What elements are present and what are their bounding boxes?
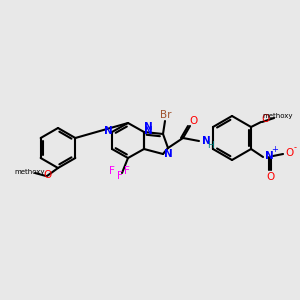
Text: O: O	[285, 148, 293, 158]
Text: N: N	[164, 149, 172, 159]
Text: O: O	[44, 170, 52, 180]
Text: N: N	[144, 122, 152, 132]
Text: N: N	[265, 151, 273, 161]
Text: methoxy: methoxy	[15, 169, 45, 175]
Text: F: F	[117, 171, 123, 181]
Text: N: N	[103, 126, 112, 136]
Text: H: H	[208, 142, 214, 151]
Text: O: O	[189, 116, 197, 126]
Text: F: F	[109, 166, 115, 176]
Text: -: -	[294, 143, 297, 152]
Text: N: N	[144, 126, 152, 136]
Text: Br: Br	[160, 110, 172, 120]
Text: N: N	[202, 136, 210, 146]
Text: methoxy: methoxy	[263, 113, 293, 119]
Text: O: O	[266, 172, 274, 182]
Text: +: +	[272, 146, 278, 154]
Text: F: F	[124, 166, 130, 176]
Text: O: O	[261, 114, 269, 124]
